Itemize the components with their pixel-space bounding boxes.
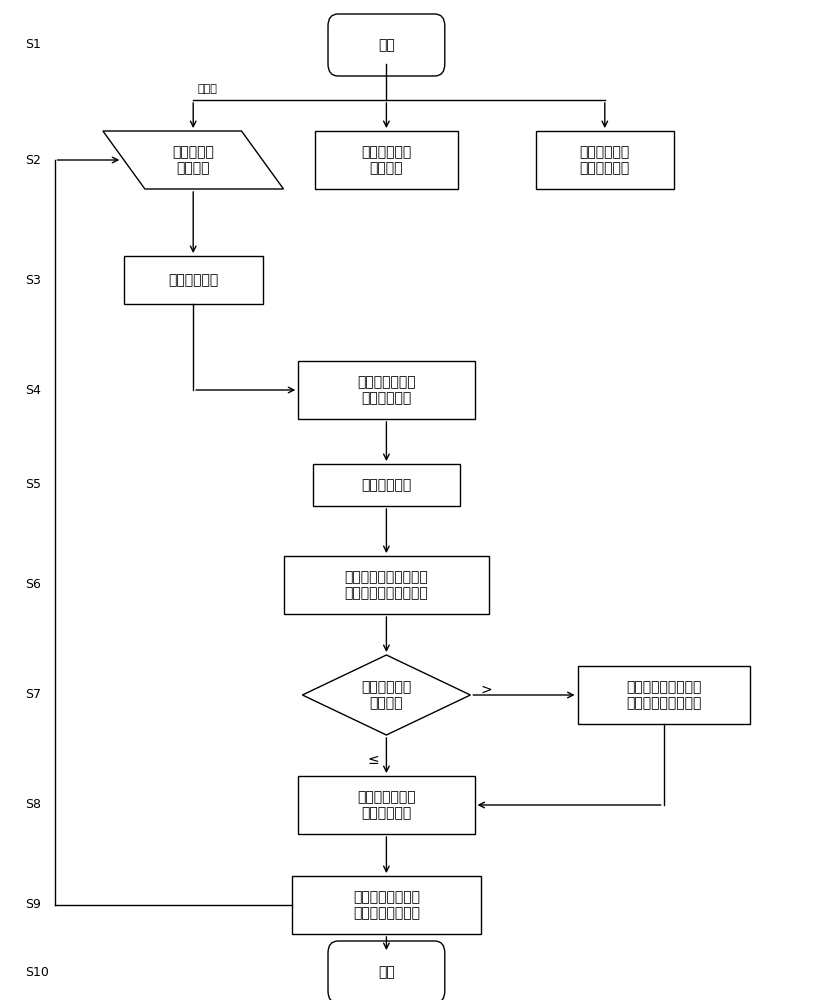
- Text: 通过最大运行矢里速度
分解每只电缸插补速度: 通过最大运行矢里速度 分解每只电缸插补速度: [344, 570, 428, 600]
- Text: 读取电缸当前
地址数据: 读取电缸当前 地址数据: [361, 145, 412, 175]
- Bar: [315, 131, 458, 189]
- Text: 结束: 结束: [378, 965, 395, 979]
- Polygon shape: [103, 131, 284, 189]
- Text: S3: S3: [25, 273, 41, 286]
- Text: S1: S1: [25, 38, 41, 51]
- Text: S6: S6: [25, 578, 41, 591]
- Text: >: >: [480, 683, 492, 697]
- Text: S2: S2: [25, 153, 41, 166]
- Text: ≤: ≤: [368, 753, 380, 767]
- FancyBboxPatch shape: [328, 14, 445, 76]
- Bar: [313, 464, 460, 506]
- Text: 计算平台最大
运行矢量速度: 计算平台最大 运行矢量速度: [580, 145, 630, 175]
- Text: 以太网: 以太网: [197, 84, 218, 94]
- Text: S5: S5: [25, 479, 41, 491]
- Bar: [292, 876, 480, 934]
- Text: 开始: 开始: [378, 38, 395, 52]
- Text: 位置反解算法: 位置反解算法: [168, 273, 218, 287]
- Text: S9: S9: [25, 898, 41, 912]
- Polygon shape: [302, 655, 470, 735]
- Text: S10: S10: [25, 966, 49, 978]
- Text: 速度值与平台
极限速度: 速度值与平台 极限速度: [361, 680, 412, 710]
- Bar: [284, 556, 489, 614]
- Text: S4: S4: [25, 383, 41, 396]
- Text: 根据大于最大速度限
制再次计算插补速度: 根据大于最大速度限 制再次计算插补速度: [626, 680, 701, 710]
- Bar: [298, 361, 475, 419]
- Bar: [536, 131, 675, 189]
- Bar: [124, 256, 263, 304]
- Text: 取差值绝对值: 取差值绝对值: [361, 478, 412, 492]
- Bar: [578, 666, 749, 724]
- Text: 接收上位机
姿态数据: 接收上位机 姿态数据: [172, 145, 214, 175]
- Text: S7: S7: [25, 688, 41, 702]
- FancyBboxPatch shape: [328, 941, 445, 1000]
- Text: 运行速度存入数
据缓冲寄存器: 运行速度存入数 据缓冲寄存器: [357, 790, 416, 820]
- Text: 计算目标地址与
当前地址差值: 计算目标地址与 当前地址差值: [357, 375, 416, 405]
- Bar: [298, 776, 475, 834]
- Text: S8: S8: [25, 798, 41, 812]
- Text: 通过运动控制器总
线发送至伺服系统: 通过运动控制器总 线发送至伺服系统: [353, 890, 420, 920]
